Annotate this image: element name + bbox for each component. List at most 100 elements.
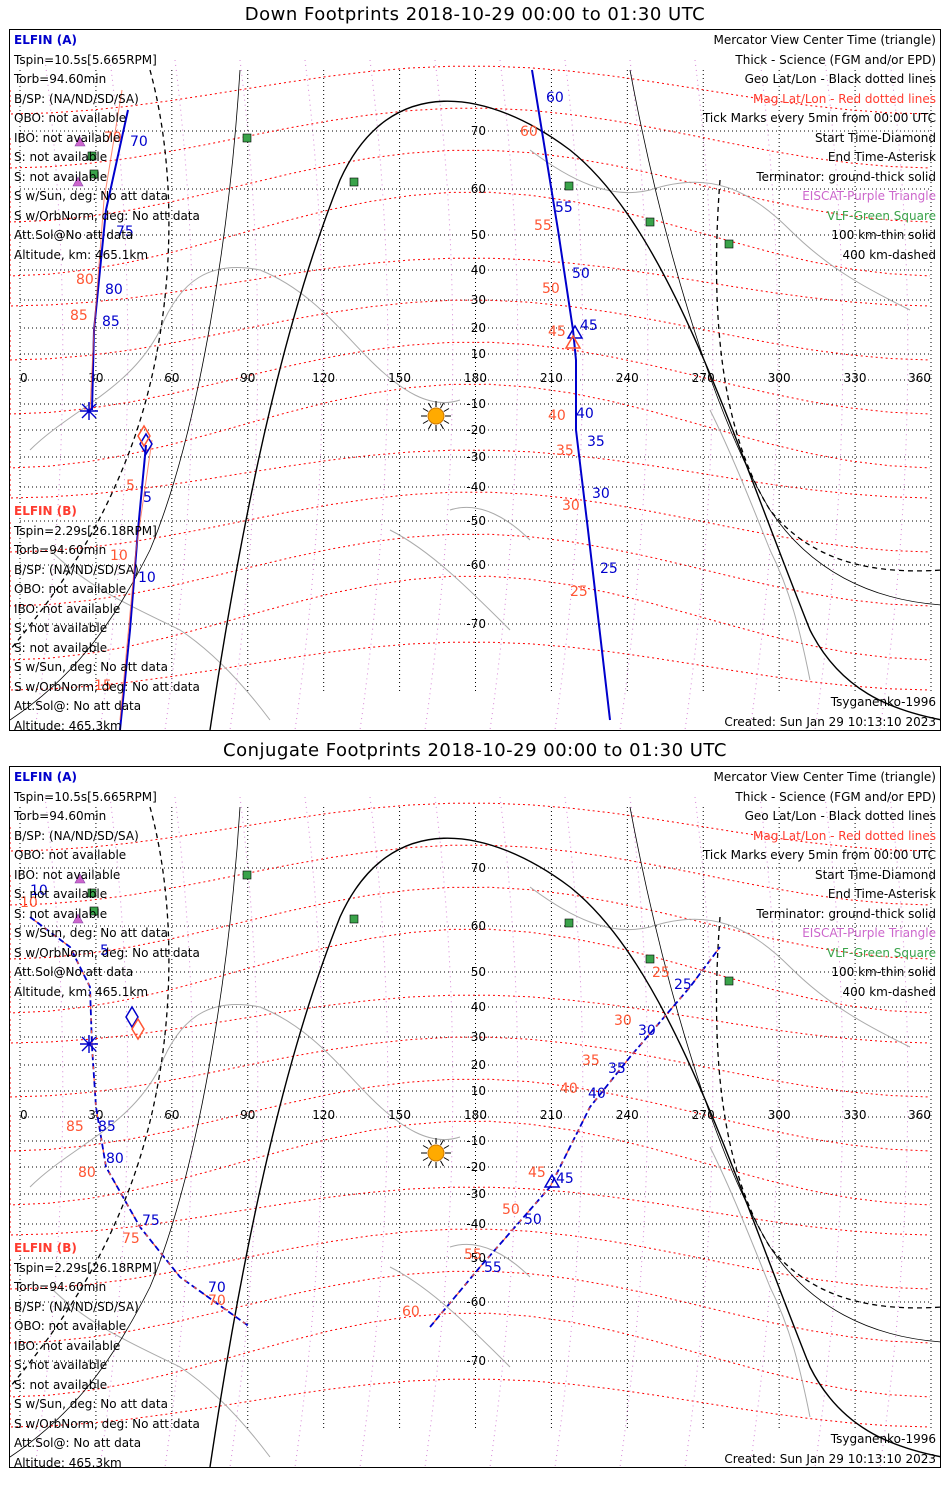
elfin-b-line: OBO: not available [14, 1319, 127, 1333]
vlf-station-square [564, 181, 574, 191]
sun-ray [422, 408, 429, 412]
elfin-b-line: Tspin=2.29s[26.18RPM] [14, 1260, 157, 1275]
elfin-a-line: S: not available [14, 906, 108, 921]
coastline-outline [449, 506, 531, 541]
mag-latitude-curve [10, 533, 931, 607]
elfin-a-track-label: 80 [106, 1151, 124, 1167]
longitude-tick-label: 150 [388, 371, 411, 385]
vlf-station-square [724, 239, 734, 249]
panel-title-down: Down Footprints 2018-10-29 00:00 to 01:3… [244, 4, 706, 25]
start-time-diamond [131, 1017, 145, 1041]
elfin-a-track-label: 75 [116, 224, 134, 240]
elfin-b-line: Torb=94.60min [14, 543, 107, 557]
longitude-tick-label: 240 [616, 371, 639, 385]
view-center-triangle [543, 1173, 561, 1188]
mag-latitude-curve [10, 1120, 931, 1206]
sun-ray [440, 402, 444, 409]
model-label: Tsyganenko-1996 [830, 1432, 936, 1446]
elfin-a-track-label: 85 [102, 314, 120, 330]
elfin-b-line: S w/Sun, deg: No att data [14, 1397, 168, 1411]
elfin-b-line: B/SP: (NA/ND/SD/SA) [14, 562, 139, 577]
mag-latitude-curve [10, 191, 931, 277]
elfin-b-line: B/SP: (NA/ND/SD/SA) [14, 1299, 139, 1314]
elfin-b-track-label: 10 [20, 895, 38, 911]
longitude-tick-label: 120 [312, 371, 335, 385]
longitude-tick-label: 120 [312, 1108, 335, 1122]
elfin-b-track-label: 70 [208, 1293, 226, 1309]
longitude-tick-label: 210 [540, 1108, 563, 1122]
legend-item: 100 km-thin solid [831, 965, 936, 979]
orbit-400km-curve [10, 69, 170, 651]
coastline-outline [529, 886, 911, 1048]
mag-latitude-curve [10, 341, 931, 415]
legend-item: Geo Lat/Lon - Black dotted lines [744, 72, 936, 86]
legend-item: Terminator: ground-thick solid [756, 169, 936, 184]
elfin-b-label: ELFIN (B) [14, 1241, 77, 1255]
vlf-station-square [87, 888, 97, 898]
longitude-tick-label: 360 [908, 371, 931, 385]
longitude-tick-label: 210 [540, 371, 563, 385]
sun-icon [427, 407, 445, 425]
legend-item: Thick - Science (FGM and/or EPD) [735, 52, 936, 67]
legend-item: 400 km-dashed [842, 984, 936, 999]
elfin-a-track-label: 25 [600, 561, 618, 577]
sun-ray [440, 1139, 444, 1146]
elfin-a-track-label: 40 [588, 1086, 606, 1102]
elfin-a-track-label: 70 [130, 134, 148, 150]
elfin-b-line: Altitude: 465.3km [14, 718, 122, 731]
eiscat-triangle [72, 913, 84, 924]
elfin-b-track-label: 45 [528, 1165, 546, 1181]
coastline-outline [529, 149, 911, 311]
latitude-tick-label: 50 [471, 228, 486, 242]
latitude-tick-label: 20 [471, 1058, 486, 1072]
latitude-tick-label: 40 [471, 1000, 486, 1014]
latitude-tick-label: -60 [466, 558, 486, 572]
latitude-tick-label: 60 [471, 919, 486, 933]
longitude-tick-label: 240 [616, 1108, 639, 1122]
elfin-a-track [429, 946, 721, 1328]
elfin-b-line: S w/Sun, deg: No att data [14, 660, 168, 674]
longitude-tick-label: 90 [240, 1108, 255, 1122]
legend-item: End Time-Asterisk [827, 887, 936, 901]
elfin-a-line: OBO: not available [14, 111, 127, 125]
elfin-b-line: OBO: not available [14, 582, 127, 596]
elfin-b-line: S: not available [14, 1358, 108, 1372]
elfin-b-track-label: 55 [464, 1247, 482, 1263]
elfin-b-track-label: 50 [542, 281, 560, 297]
mag-longitude-curve [294, 59, 324, 730]
elfin-a-label: ELFIN (A) [14, 33, 77, 47]
latitude-tick-label: 40 [471, 263, 486, 277]
elfin-a-track-label: 45 [556, 1171, 574, 1187]
elfin-a-track-label: 30 [638, 1023, 656, 1039]
elfin-b-track-label: 60 [402, 1304, 420, 1320]
elfin-a-track-label: 5 [100, 943, 109, 959]
mag-longitude-curve [359, 59, 389, 730]
elfin-a-info-block: ELFIN (A) Tspin=10.5s[5.665RPM] Torb=94.… [14, 31, 200, 265]
mag-latitude-curve [10, 1270, 931, 1344]
elfin-a-line: Att.Sol@No att data [14, 228, 134, 242]
elfin-a-line: S: not available [14, 169, 108, 184]
elfin-b-track-label: 15 [94, 678, 112, 694]
longitude-tick-label: 30 [88, 371, 103, 385]
elfin-a-line: B/SP: (NA/ND/SD/SA) [14, 828, 139, 843]
mag-latitude-curve [10, 383, 931, 469]
sun-ray [428, 402, 432, 409]
latitude-tick-label: -10 [466, 1134, 486, 1148]
legend-item: Geo Lat/Lon - Black dotted lines [744, 809, 936, 823]
longitude-tick-label: 270 [692, 1108, 715, 1122]
vlf-station-square [87, 151, 97, 161]
mag-longitude-curve [424, 796, 454, 1467]
elfin-b-track-label: 25 [652, 965, 670, 981]
latitude-tick-label: -10 [466, 397, 486, 411]
elfin-a-label: ELFIN (A) [14, 770, 77, 784]
legend-item: VLF-Green Square [827, 945, 936, 960]
legend-item: 100 km-thin solid [831, 228, 936, 242]
latitude-tick-label: 50 [471, 965, 486, 979]
vlf-station-square [349, 914, 359, 924]
mag-longitude-curve [229, 796, 259, 1467]
mag-latitude-curve [10, 149, 931, 223]
elfin-a-line: S: not available [14, 150, 108, 164]
elfin-b-track-label: 35 [556, 443, 574, 459]
legend-block: Mercator View Center Time (triangle) Thi… [703, 31, 936, 265]
view-center-triangle [564, 334, 582, 349]
